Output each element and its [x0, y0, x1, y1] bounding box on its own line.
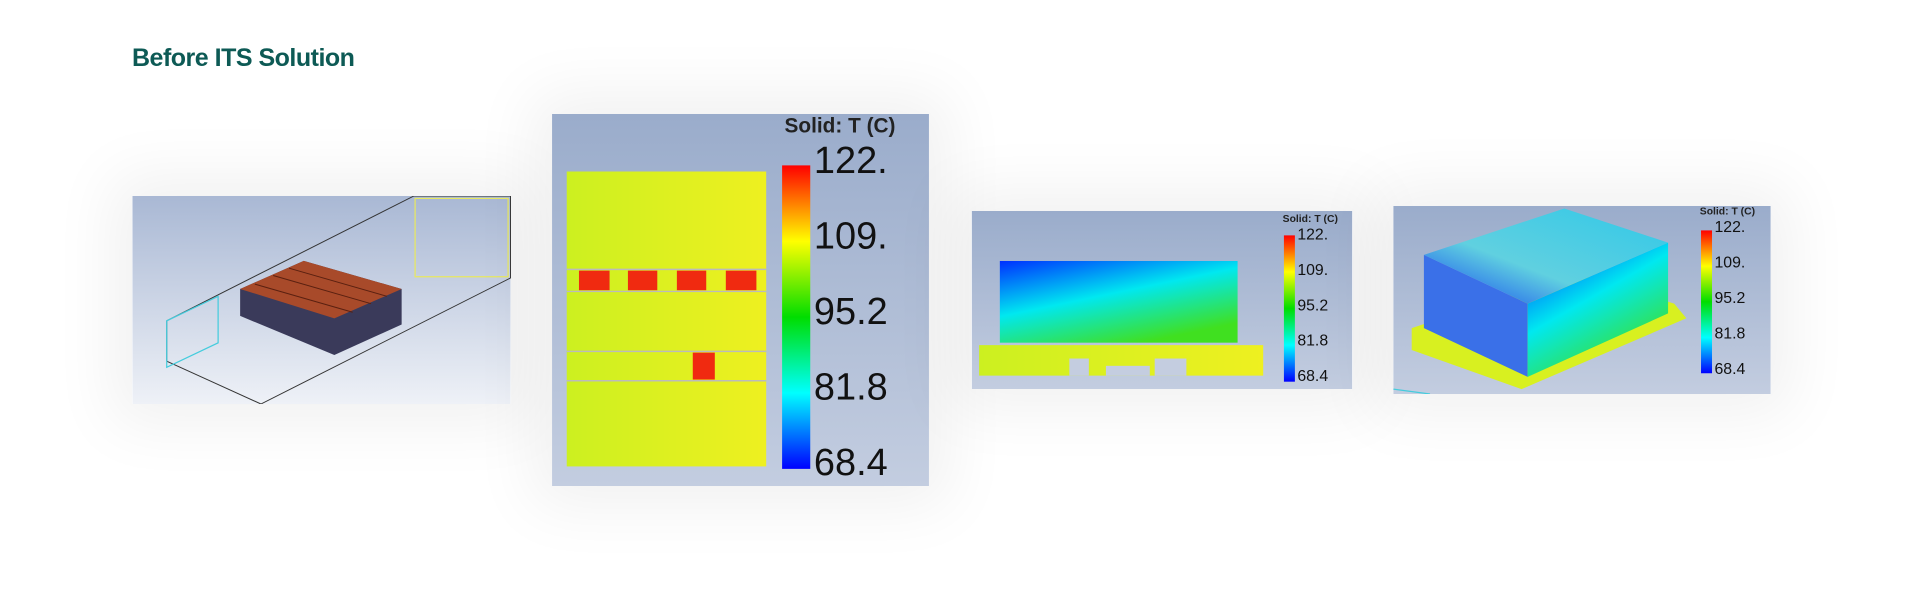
- legend-title: Solid: T (C): [1283, 214, 1338, 225]
- legend-title: Solid: T (C): [1700, 207, 1755, 218]
- legend-label: 122.: [1297, 227, 1328, 244]
- thermal-side: Solid: T (C) 122. 109. 95.2 81.8 68.4: [971, 211, 1353, 389]
- legend-label: 68.4: [1714, 361, 1745, 378]
- legend-label: 109.: [1297, 262, 1328, 279]
- legend-title: Solid: T (C): [785, 114, 896, 137]
- legend-label: 68.4: [1297, 368, 1328, 385]
- legend-label: 109.: [1714, 255, 1745, 272]
- legend-label: 95.2: [814, 291, 888, 333]
- legend-label: 122.: [814, 140, 888, 182]
- thermal-iso: Solid: T (C)122. 109. 95.2 81.8 68.4: [1393, 206, 1771, 394]
- legend-label: 109.: [814, 216, 888, 258]
- legend-label: 95.2: [1297, 297, 1328, 314]
- legend-label: 81.8: [1714, 325, 1745, 342]
- legend-label: 81.8: [814, 367, 888, 409]
- image-model: [132, 196, 511, 404]
- legend-label: 95.2: [1714, 290, 1745, 307]
- thermal-top: Solid: T (C) 122. 109. 95.2 81.8 68.4: [552, 114, 929, 486]
- legend-label: 81.8: [1297, 333, 1328, 350]
- legend-label: 68.4: [814, 442, 888, 484]
- model-render: [132, 196, 511, 404]
- section-title: Before ITS Solution: [132, 44, 355, 72]
- image-side-view: Solid: T (C) 122. 109. 95.2 81.8 68.4: [971, 211, 1353, 389]
- legend-label: 122.: [1714, 219, 1745, 236]
- image-iso-view: Solid: T (C) 122. 109. 95.2 81.8 68.4: [1393, 206, 1771, 394]
- image-top-view: Solid: T (C) 122. 109. 95.2 81.8 68.4: [552, 114, 929, 486]
